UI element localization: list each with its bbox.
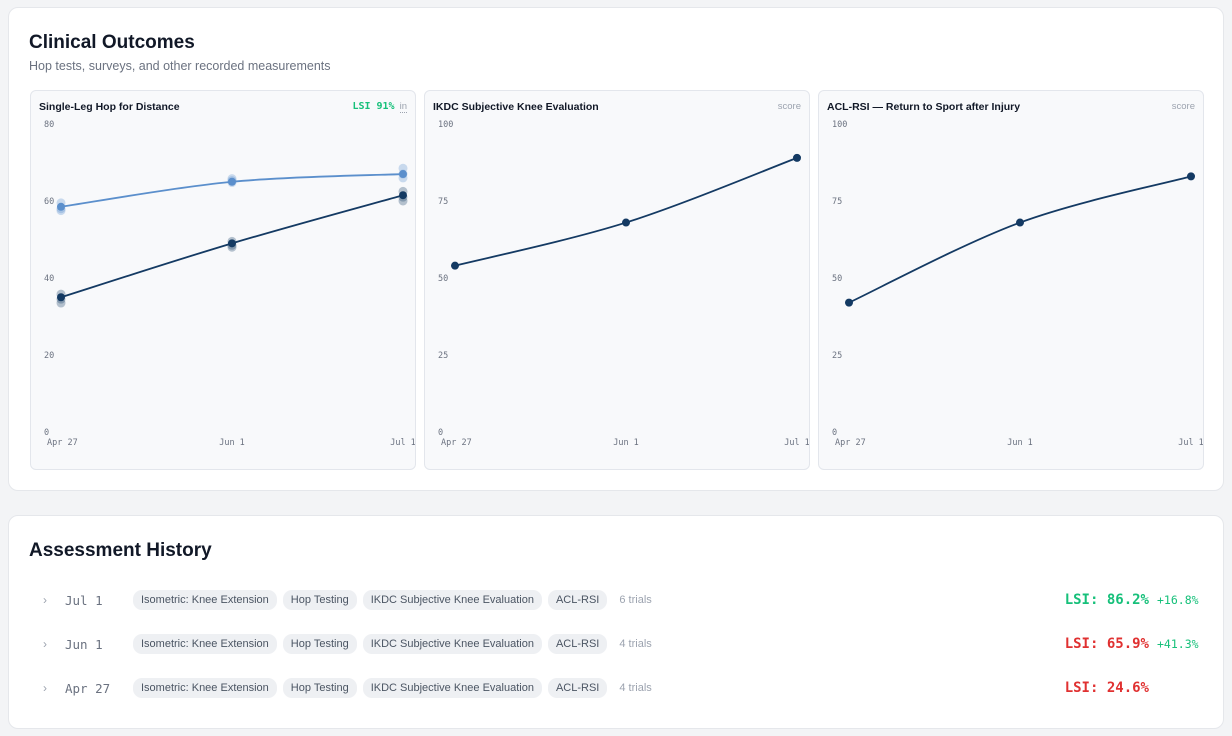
x-tick-label: Apr 27 (835, 438, 866, 448)
tag: Isometric: Knee Extension (133, 590, 277, 610)
x-tick-label: Jun 1 (219, 438, 245, 448)
row-tags: Isometric: Knee Extension Hop Testing IK… (133, 634, 1065, 654)
data-point (399, 170, 407, 179)
tag: Hop Testing (282, 590, 357, 610)
y-tick-label: 40 (44, 274, 54, 284)
chart-lsi-badge: LSI 91% (352, 101, 395, 112)
clinical-outcomes-card: Clinical Outcomes Hop tests, surveys, an… (8, 7, 1224, 491)
y-tick-label: 20 (44, 351, 54, 361)
tag: Isometric: Knee Extension (133, 678, 277, 698)
trial-count: 6 trials (619, 594, 652, 606)
y-tick-label: 0 (438, 428, 443, 438)
y-tick-label: 75 (438, 197, 448, 207)
row-date: Jul 1 (65, 592, 103, 608)
chart-unit: score (777, 101, 801, 112)
row-lsi-delta: +16.8% (1157, 593, 1199, 607)
chart-unit[interactable]: in (399, 101, 407, 113)
y-tick-label: 50 (438, 274, 448, 284)
row-lsi-value: LSI: 65.9% (1064, 636, 1149, 652)
trial-point (398, 196, 408, 206)
trial-point (56, 298, 66, 308)
data-point (451, 261, 459, 270)
y-tick-label: 60 (44, 197, 54, 207)
y-tick-label: 100 (438, 120, 453, 130)
tag: Hop Testing (282, 634, 357, 654)
chevron-right-icon[interactable]: › (43, 637, 47, 651)
clinical-outcomes-title: Clinical Outcomes (29, 32, 195, 53)
data-point (228, 239, 236, 248)
row-tags: Isometric: Knee Extension Hop Testing IK… (133, 590, 1065, 610)
trial-point (398, 163, 408, 173)
y-tick-label: 0 (832, 428, 837, 438)
x-tick-label: Jun 1 (1007, 438, 1033, 448)
x-tick-label: Jul 1 (1178, 438, 1204, 448)
history-row[interactable]: › Apr 27 Isometric: Knee Extension Hop T… (29, 673, 1205, 703)
data-point (228, 177, 236, 186)
assessment-history-card: Assessment History › Jul 1 Isometric: Kn… (8, 515, 1224, 729)
data-point (1187, 172, 1195, 181)
trial-count: 4 trials (619, 682, 652, 694)
row-lsi-delta: +41.3% (1157, 637, 1199, 651)
chart-title: ACL-RSI — Return to Sport after Injury (827, 101, 1021, 113)
chart-unit: score (1171, 101, 1195, 112)
ikdc-chart[interactable]: IKDC Subjective Knee Evaluation score 10… (424, 90, 810, 470)
assessment-history-title: Assessment History (29, 540, 212, 561)
data-point (793, 153, 801, 162)
tag: Isometric: Knee Extension (133, 634, 277, 654)
data-point (622, 218, 630, 227)
y-tick-label: 75 (832, 197, 842, 207)
data-point (845, 298, 853, 307)
row-tags: Isometric: Knee Extension Hop Testing IK… (133, 678, 1065, 698)
x-tick-label: Jul 1 (390, 438, 416, 448)
row-date: Jun 1 (65, 636, 103, 652)
row-date: Apr 27 (65, 680, 111, 696)
x-tick-label: Apr 27 (441, 438, 472, 448)
x-tick-label: Jun 1 (613, 438, 639, 448)
y-tick-label: 80 (44, 120, 54, 130)
y-tick-label: 25 (832, 351, 842, 361)
tag: IKDC Subjective Knee Evaluation (362, 590, 542, 610)
chevron-right-icon[interactable]: › (43, 593, 47, 607)
chart-title: Single-Leg Hop for Distance (39, 101, 180, 113)
y-tick-label: 0 (44, 428, 49, 438)
chart-title: IKDC Subjective Knee Evaluation (433, 101, 599, 113)
acl-rsi-chart[interactable]: ACL-RSI — Return to Sport after Injury s… (818, 90, 1204, 470)
data-point (57, 202, 65, 211)
x-tick-label: Jul 1 (784, 438, 810, 448)
history-row[interactable]: › Jun 1 Isometric: Knee Extension Hop Te… (29, 629, 1205, 659)
chevron-right-icon[interactable]: › (43, 681, 47, 695)
data-point (399, 191, 407, 200)
data-point (57, 293, 65, 302)
tag: ACL-RSI (547, 590, 608, 610)
x-tick-label: Apr 27 (47, 438, 78, 448)
clinical-outcomes-subtitle: Hop tests, surveys, and other recorded m… (29, 59, 331, 73)
series-line (848, 175, 1192, 304)
history-row[interactable]: › Jul 1 Isometric: Knee Extension Hop Te… (29, 585, 1205, 615)
trial-count: 4 trials (619, 638, 652, 650)
hop-distance-chart[interactable]: Single-Leg Hop for Distance LSI 91% in 8… (30, 90, 416, 470)
tag: ACL-RSI (547, 678, 608, 698)
chart-meta: LSI 91% in (352, 101, 407, 113)
row-lsi-value: LSI: 86.2% (1064, 592, 1149, 608)
tag: ACL-RSI (547, 634, 608, 654)
tag: Hop Testing (282, 678, 357, 698)
series-line (454, 157, 798, 267)
y-tick-label: 25 (438, 351, 448, 361)
chart-meta: score (778, 101, 801, 112)
tag: IKDC Subjective Knee Evaluation (362, 678, 542, 698)
tag: IKDC Subjective Knee Evaluation (362, 634, 542, 654)
chart-meta: score (1172, 101, 1195, 112)
row-lsi-value: LSI: 24.6% (1064, 680, 1149, 696)
y-tick-label: 50 (832, 274, 842, 284)
y-tick-label: 100 (832, 120, 847, 130)
data-point (1016, 218, 1024, 227)
